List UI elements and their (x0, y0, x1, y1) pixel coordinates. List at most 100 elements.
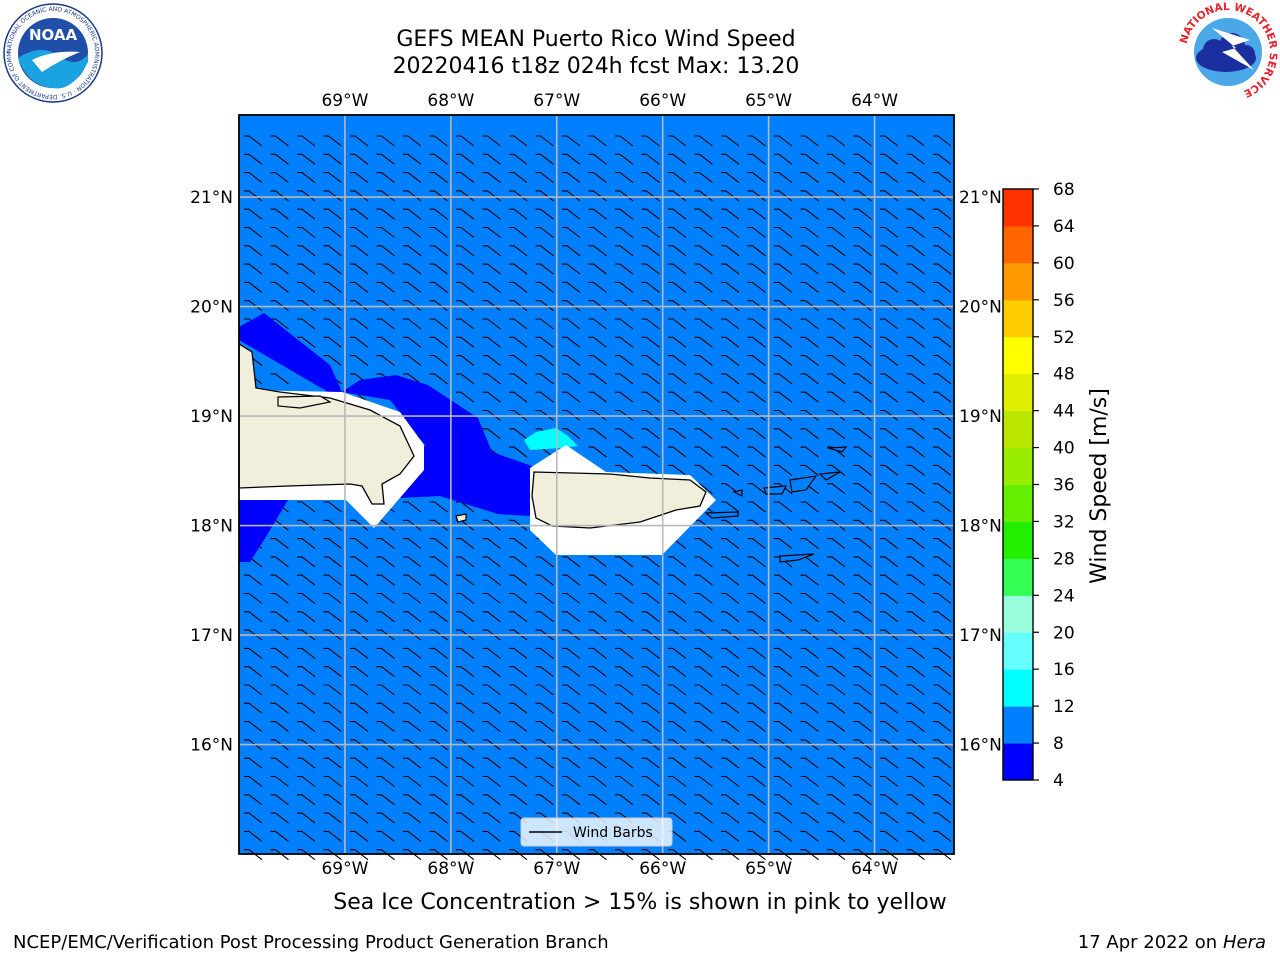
wind-barb (721, 574, 740, 586)
colorbar-tick-label: 40 (1053, 439, 1075, 459)
wind-barb (350, 263, 369, 275)
wind-barb (456, 172, 475, 184)
wind-barb (800, 263, 819, 275)
wind-barb (456, 281, 475, 293)
st-thomas-island (763, 485, 788, 495)
wind-barb (827, 556, 846, 568)
wind-barb (323, 739, 342, 751)
wind-barb (747, 409, 766, 421)
wind-barb (562, 336, 581, 348)
wind-barb (800, 775, 819, 787)
wind-barb (694, 592, 713, 604)
wind-barb (800, 794, 819, 806)
wind-barb (933, 849, 952, 861)
wind-barb (297, 208, 316, 220)
wind-barb (270, 757, 289, 769)
colorbar-tick-label: 68 (1053, 180, 1075, 200)
wind-barb (853, 245, 872, 257)
wind-barb (403, 830, 422, 842)
wind-barb (721, 538, 740, 550)
wind-barb (774, 519, 793, 531)
wind-barb (641, 281, 660, 293)
wind-barb (588, 281, 607, 293)
wind-barb (509, 226, 528, 238)
wind-barb (615, 702, 634, 714)
wind-barb (323, 538, 342, 550)
wind-barb (880, 446, 899, 458)
wind-barb (244, 172, 263, 184)
wind-barb (244, 757, 263, 769)
colorbar-segment (1003, 225, 1033, 264)
wind-barb (376, 775, 395, 787)
wind-barb (721, 409, 740, 421)
wind-barb (827, 592, 846, 604)
wind-barb (747, 574, 766, 586)
wind-barb (853, 153, 872, 165)
wind-barb (906, 135, 925, 147)
wind-barb (403, 519, 422, 531)
wind-barb (615, 446, 634, 458)
wind-barb (615, 647, 634, 659)
wind-barb (323, 245, 342, 257)
wind-barb (244, 775, 263, 787)
wind-barb (827, 629, 846, 641)
wind-barb (827, 483, 846, 495)
wind-barb (721, 483, 740, 495)
wind-barb (721, 611, 740, 623)
wind-barb (429, 721, 448, 733)
wind-barb (350, 647, 369, 659)
wind-barb (509, 281, 528, 293)
wind-barb (800, 611, 819, 623)
wind-barb (588, 172, 607, 184)
wind-barb (270, 812, 289, 824)
wind-barb (853, 172, 872, 184)
wind-barb (694, 391, 713, 403)
wind-barb (482, 757, 501, 769)
wind-barb (509, 574, 528, 586)
wind-barb (297, 647, 316, 659)
wind-barb (588, 849, 607, 861)
wind-barb (509, 336, 528, 348)
wind-barb (323, 153, 342, 165)
wind-barb (509, 153, 528, 165)
colorbar-tick-label: 24 (1053, 586, 1075, 606)
wind-barb (880, 428, 899, 440)
wind-barb (827, 245, 846, 257)
wind-barb (933, 281, 952, 293)
wind-barb (747, 483, 766, 495)
wind-barb (906, 153, 925, 165)
wind-barb (906, 226, 925, 238)
wind-barb (376, 135, 395, 147)
wind-barb (747, 245, 766, 257)
wind-barb (933, 794, 952, 806)
wind-barb (482, 153, 501, 165)
wind-barb (562, 428, 581, 440)
wind-barb (827, 281, 846, 293)
wind-barb (615, 391, 634, 403)
wind-barb (774, 208, 793, 220)
wind-barb (721, 556, 740, 568)
wind-barb (323, 684, 342, 696)
lat-label-left: 19°N (190, 407, 233, 427)
wind-barb (615, 318, 634, 330)
wind-barb (694, 245, 713, 257)
wind-barb (244, 647, 263, 659)
wind-barb (270, 318, 289, 330)
wind-barb (270, 721, 289, 733)
wind-barb (747, 757, 766, 769)
wind-barb (429, 556, 448, 568)
wind-barb (403, 355, 422, 367)
wind-barb (641, 263, 660, 275)
nws-logo: NATIONAL WEATHER SERVICE (1178, 1, 1279, 100)
wind-barb (297, 318, 316, 330)
wind-barb (774, 373, 793, 385)
wind-barb (482, 592, 501, 604)
wind-barb (641, 757, 660, 769)
wind-barb (880, 647, 899, 659)
wind-barb (906, 391, 925, 403)
wind-barb (827, 208, 846, 220)
wind-barb (721, 464, 740, 476)
wind-barb (270, 830, 289, 842)
wind-barb (482, 263, 501, 275)
wind-barb (694, 336, 713, 348)
